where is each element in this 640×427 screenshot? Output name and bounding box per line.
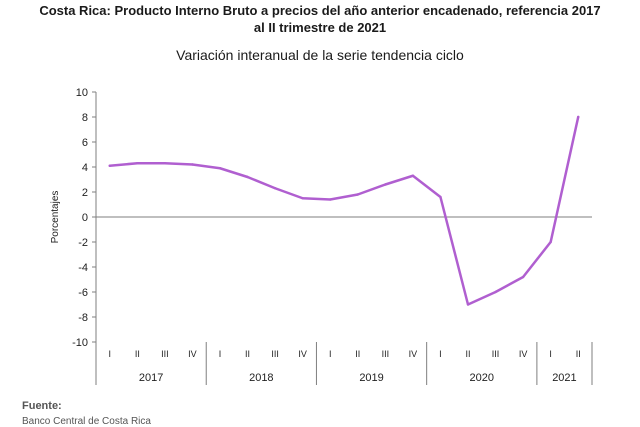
y-tick-label: -4 <box>78 262 88 274</box>
y-tick-label: -10 <box>72 337 88 349</box>
x-year-label: 2020 <box>470 372 494 384</box>
x-quarter-label: IV <box>188 349 197 359</box>
y-tick-label: 8 <box>82 112 88 124</box>
data-point <box>301 197 304 200</box>
y-tick-label: -2 <box>78 237 88 249</box>
series-line <box>108 115 580 306</box>
x-year-label: 2017 <box>139 372 163 384</box>
x-quarter-label: II <box>576 349 581 359</box>
data-point <box>273 187 277 190</box>
x-quarter-label: IV <box>409 349 418 359</box>
y-tick-label: 4 <box>82 162 88 174</box>
x-quarter-label: IV <box>298 349 307 359</box>
x-quarter-label: II <box>355 349 360 359</box>
data-point <box>108 164 111 167</box>
source-label: Fuente: <box>22 400 62 412</box>
y-tick-label: -8 <box>78 312 88 324</box>
x-year-label: 2021 <box>552 372 576 384</box>
chart-title: Costa Rica: Producto Interno Bruto a pre… <box>0 2 640 36</box>
x-quarter-label: II <box>245 349 250 359</box>
y-tick-label: 10 <box>76 87 88 99</box>
y-tick-labels: 10 8 6 4 2 0 -2 -4 -6 -8 -10 <box>72 87 88 349</box>
data-point <box>494 290 497 294</box>
source-text: Banco Central de Costa Rica <box>22 416 151 427</box>
chart-subtitle: Variación interanual de la serie tendenc… <box>176 47 464 63</box>
data-point <box>136 162 139 165</box>
x-year-label: 2019 <box>359 372 383 384</box>
y-tick-label: 6 <box>82 137 88 149</box>
chart-title-line1: Costa Rica: Producto Interno Bruto a pre… <box>39 3 601 18</box>
x-quarter-label: II <box>135 349 140 359</box>
x-year-label: 2018 <box>249 372 273 384</box>
data-point <box>329 198 332 201</box>
data-point <box>191 163 194 166</box>
y-axis-label: Porcentajes <box>50 191 61 244</box>
data-point <box>411 174 415 177</box>
data-point <box>218 167 222 170</box>
y-tick-label: 2 <box>82 187 88 199</box>
x-quarter-label: I <box>439 349 442 359</box>
data-point <box>163 162 167 165</box>
x-quarter-label: I <box>329 349 332 359</box>
x-quarter-label: II <box>465 349 470 359</box>
series-layer <box>108 115 580 306</box>
x-quarter-label: I <box>219 349 222 359</box>
data-point <box>466 303 470 306</box>
data-point <box>384 183 387 186</box>
data-point <box>577 115 580 119</box>
x-quarter-label: III <box>492 349 500 359</box>
x-quarter-label: I <box>549 349 552 359</box>
data-point <box>549 240 552 244</box>
data-point <box>246 175 249 179</box>
data-point <box>356 193 359 196</box>
chart-title-line2: al II trimestre de 2021 <box>253 20 387 35</box>
x-quarter-label: III <box>271 349 279 359</box>
y-tick-label: 0 <box>82 212 88 224</box>
x-quarter-label: I <box>109 349 112 359</box>
x-quarter-label: IV <box>519 349 528 359</box>
x-quarter-label: III <box>161 349 169 359</box>
data-point <box>521 275 525 279</box>
chart-axes <box>92 91 593 385</box>
x-quarter-label: III <box>382 349 390 359</box>
y-tick-label: -6 <box>78 287 88 299</box>
data-point <box>439 195 442 199</box>
